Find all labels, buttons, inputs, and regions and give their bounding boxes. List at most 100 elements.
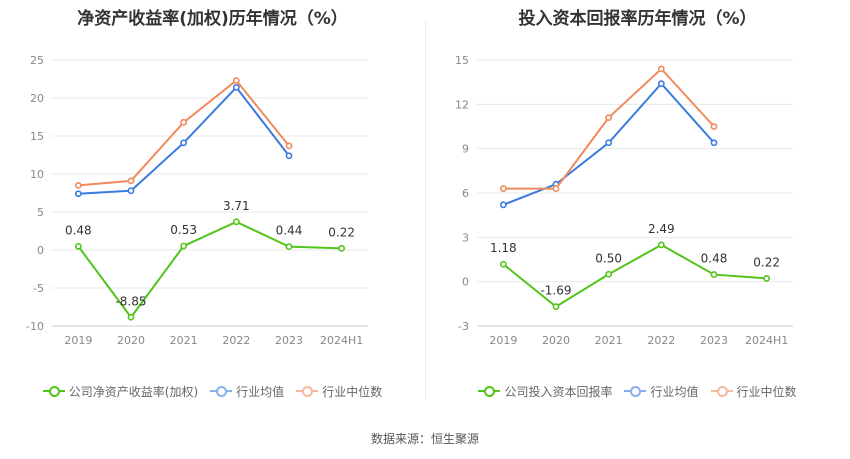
data-point: [338, 244, 346, 252]
data-label: 2.49: [648, 222, 675, 236]
data-point: [285, 152, 293, 160]
data-point: [232, 83, 240, 91]
data-point: [605, 139, 613, 147]
y-tick-label: 12: [455, 98, 469, 111]
data-point: [552, 185, 560, 192]
x-tick-label: 2021: [170, 334, 198, 347]
roic-chart: -3 0 3 6 9 12 15 2019 2020 2021 2022 2023 2024H1 1.18…: [455, 54, 793, 347]
data-point: [499, 185, 507, 192]
data-label: 0.53: [170, 223, 197, 237]
data-point: [180, 139, 188, 147]
series-line: [77, 220, 342, 319]
data-point: [552, 303, 560, 311]
x-tick-label: 2022: [222, 334, 250, 347]
data-point: [499, 201, 507, 209]
panel-divider: [425, 20, 426, 400]
data-point: [285, 243, 293, 251]
x-tick-label: 2024H1: [745, 334, 788, 347]
data-point: [657, 80, 665, 88]
data-label: 0.48: [701, 252, 728, 266]
data-point: [657, 65, 665, 73]
y-tick-label: 20: [30, 92, 44, 105]
data-point: [605, 270, 613, 278]
data-point: [74, 242, 82, 250]
data-point: [127, 313, 135, 321]
legend-label: 行业中位数: [736, 384, 797, 399]
roe-chart: -10 -5 0 5 10 15 20 25 2019 2020 2021 2022 2023 2024H…: [26, 54, 368, 347]
y-tick-label: 9: [462, 143, 469, 156]
data-point: [657, 241, 665, 249]
x-tick-label: 2023: [700, 334, 728, 347]
x-tick-label: 2020: [542, 334, 570, 347]
data-label: 0.22: [328, 225, 355, 239]
data-point: [127, 187, 135, 195]
roe-chart-panel: 净资产收益率(加权)历年情况（%） -10 -5 0 5 10 15 20 25 2019 202…: [0, 0, 425, 410]
data-label: 1.18: [490, 241, 517, 255]
data-point: [127, 177, 135, 185]
legend-item[interactable]: 公司净资产收益率(加权): [42, 381, 199, 401]
x-tick-label: 2020: [117, 334, 145, 347]
data-point: [710, 271, 718, 278]
data-label: 0.48: [65, 223, 92, 237]
data-label: 0.22: [753, 255, 780, 269]
chart-title: 净资产收益率(加权)历年情况（%）: [77, 9, 348, 29]
data-point: [74, 190, 82, 198]
data-point: [285, 142, 293, 150]
data-point: [763, 275, 771, 282]
data-label: 3.71: [223, 199, 250, 213]
y-tick-label: 5: [37, 206, 44, 219]
series-line: [503, 67, 715, 190]
data-point: [232, 218, 240, 226]
y-tick-label: -10: [26, 320, 44, 333]
y-tick-label: -3: [458, 320, 469, 333]
data-label: -1.69: [540, 284, 571, 298]
legend-item[interactable]: 行业中位数: [710, 381, 797, 401]
data-point: [499, 260, 507, 268]
legend-marker-icon: [210, 385, 233, 397]
y-tick-label: 25: [30, 54, 44, 67]
x-tick-label: 2019: [64, 334, 92, 347]
legend-label: 行业均值: [236, 384, 285, 399]
legend-item[interactable]: 行业均值: [624, 381, 699, 401]
legend-label: 公司净资产收益率(加权): [68, 384, 199, 399]
legend-label: 公司投入资本回报率: [504, 384, 613, 399]
legend-item[interactable]: 公司投入资本回报率: [478, 381, 612, 401]
chart-title: 投入资本回报率历年情况（%）: [518, 9, 757, 29]
data-point: [232, 77, 240, 84]
data-point: [180, 242, 188, 250]
y-tick-label: 10: [30, 168, 44, 181]
legend-label: 行业均值: [650, 384, 699, 399]
data-source: 数据来源：恒生聚源: [370, 432, 479, 446]
series-line: [78, 79, 290, 187]
y-tick-label: 0: [462, 276, 469, 289]
legend-marker-icon: [42, 385, 65, 397]
legend-item[interactable]: 行业中位数: [296, 381, 382, 401]
y-tick-label: 6: [462, 187, 469, 200]
data-point: [180, 118, 188, 126]
legend-marker-icon: [710, 385, 733, 397]
y-tick-label: 15: [455, 54, 469, 67]
x-tick-label: 2019: [489, 334, 517, 347]
data-point: [74, 181, 82, 189]
data-point: [710, 123, 718, 130]
data-label: 0.50: [595, 251, 622, 265]
data-point: [605, 114, 613, 122]
data-label: 0.44: [276, 224, 303, 238]
y-tick-label: 0: [37, 244, 44, 257]
data-point: [710, 139, 718, 147]
roic-chart-panel: 投入资本回报率历年情况（%） -3 0 3 6 9 12 15 2019 2020 2021 202…: [425, 0, 850, 410]
legend-marker-icon: [624, 385, 647, 397]
x-tick-label: 2022: [647, 334, 675, 347]
data-label: -8.85: [115, 294, 146, 308]
legend-item[interactable]: 行业均值: [210, 381, 284, 401]
legend-label: 行业中位数: [322, 384, 383, 399]
x-tick-label: 2021: [595, 334, 623, 347]
y-tick-label: 3: [462, 231, 469, 244]
legend-marker-icon: [478, 385, 501, 397]
y-tick-label: -5: [33, 282, 44, 295]
chart-legend: 公司净资产收益率(加权) 行业均值 行业中位数: [0, 381, 425, 401]
legend-marker-icon: [296, 385, 319, 397]
chart-legend: 公司投入资本回报率 行业均值 行业中位数: [425, 381, 850, 401]
x-tick-label: 2023: [275, 334, 303, 347]
y-tick-label: 15: [30, 130, 44, 143]
